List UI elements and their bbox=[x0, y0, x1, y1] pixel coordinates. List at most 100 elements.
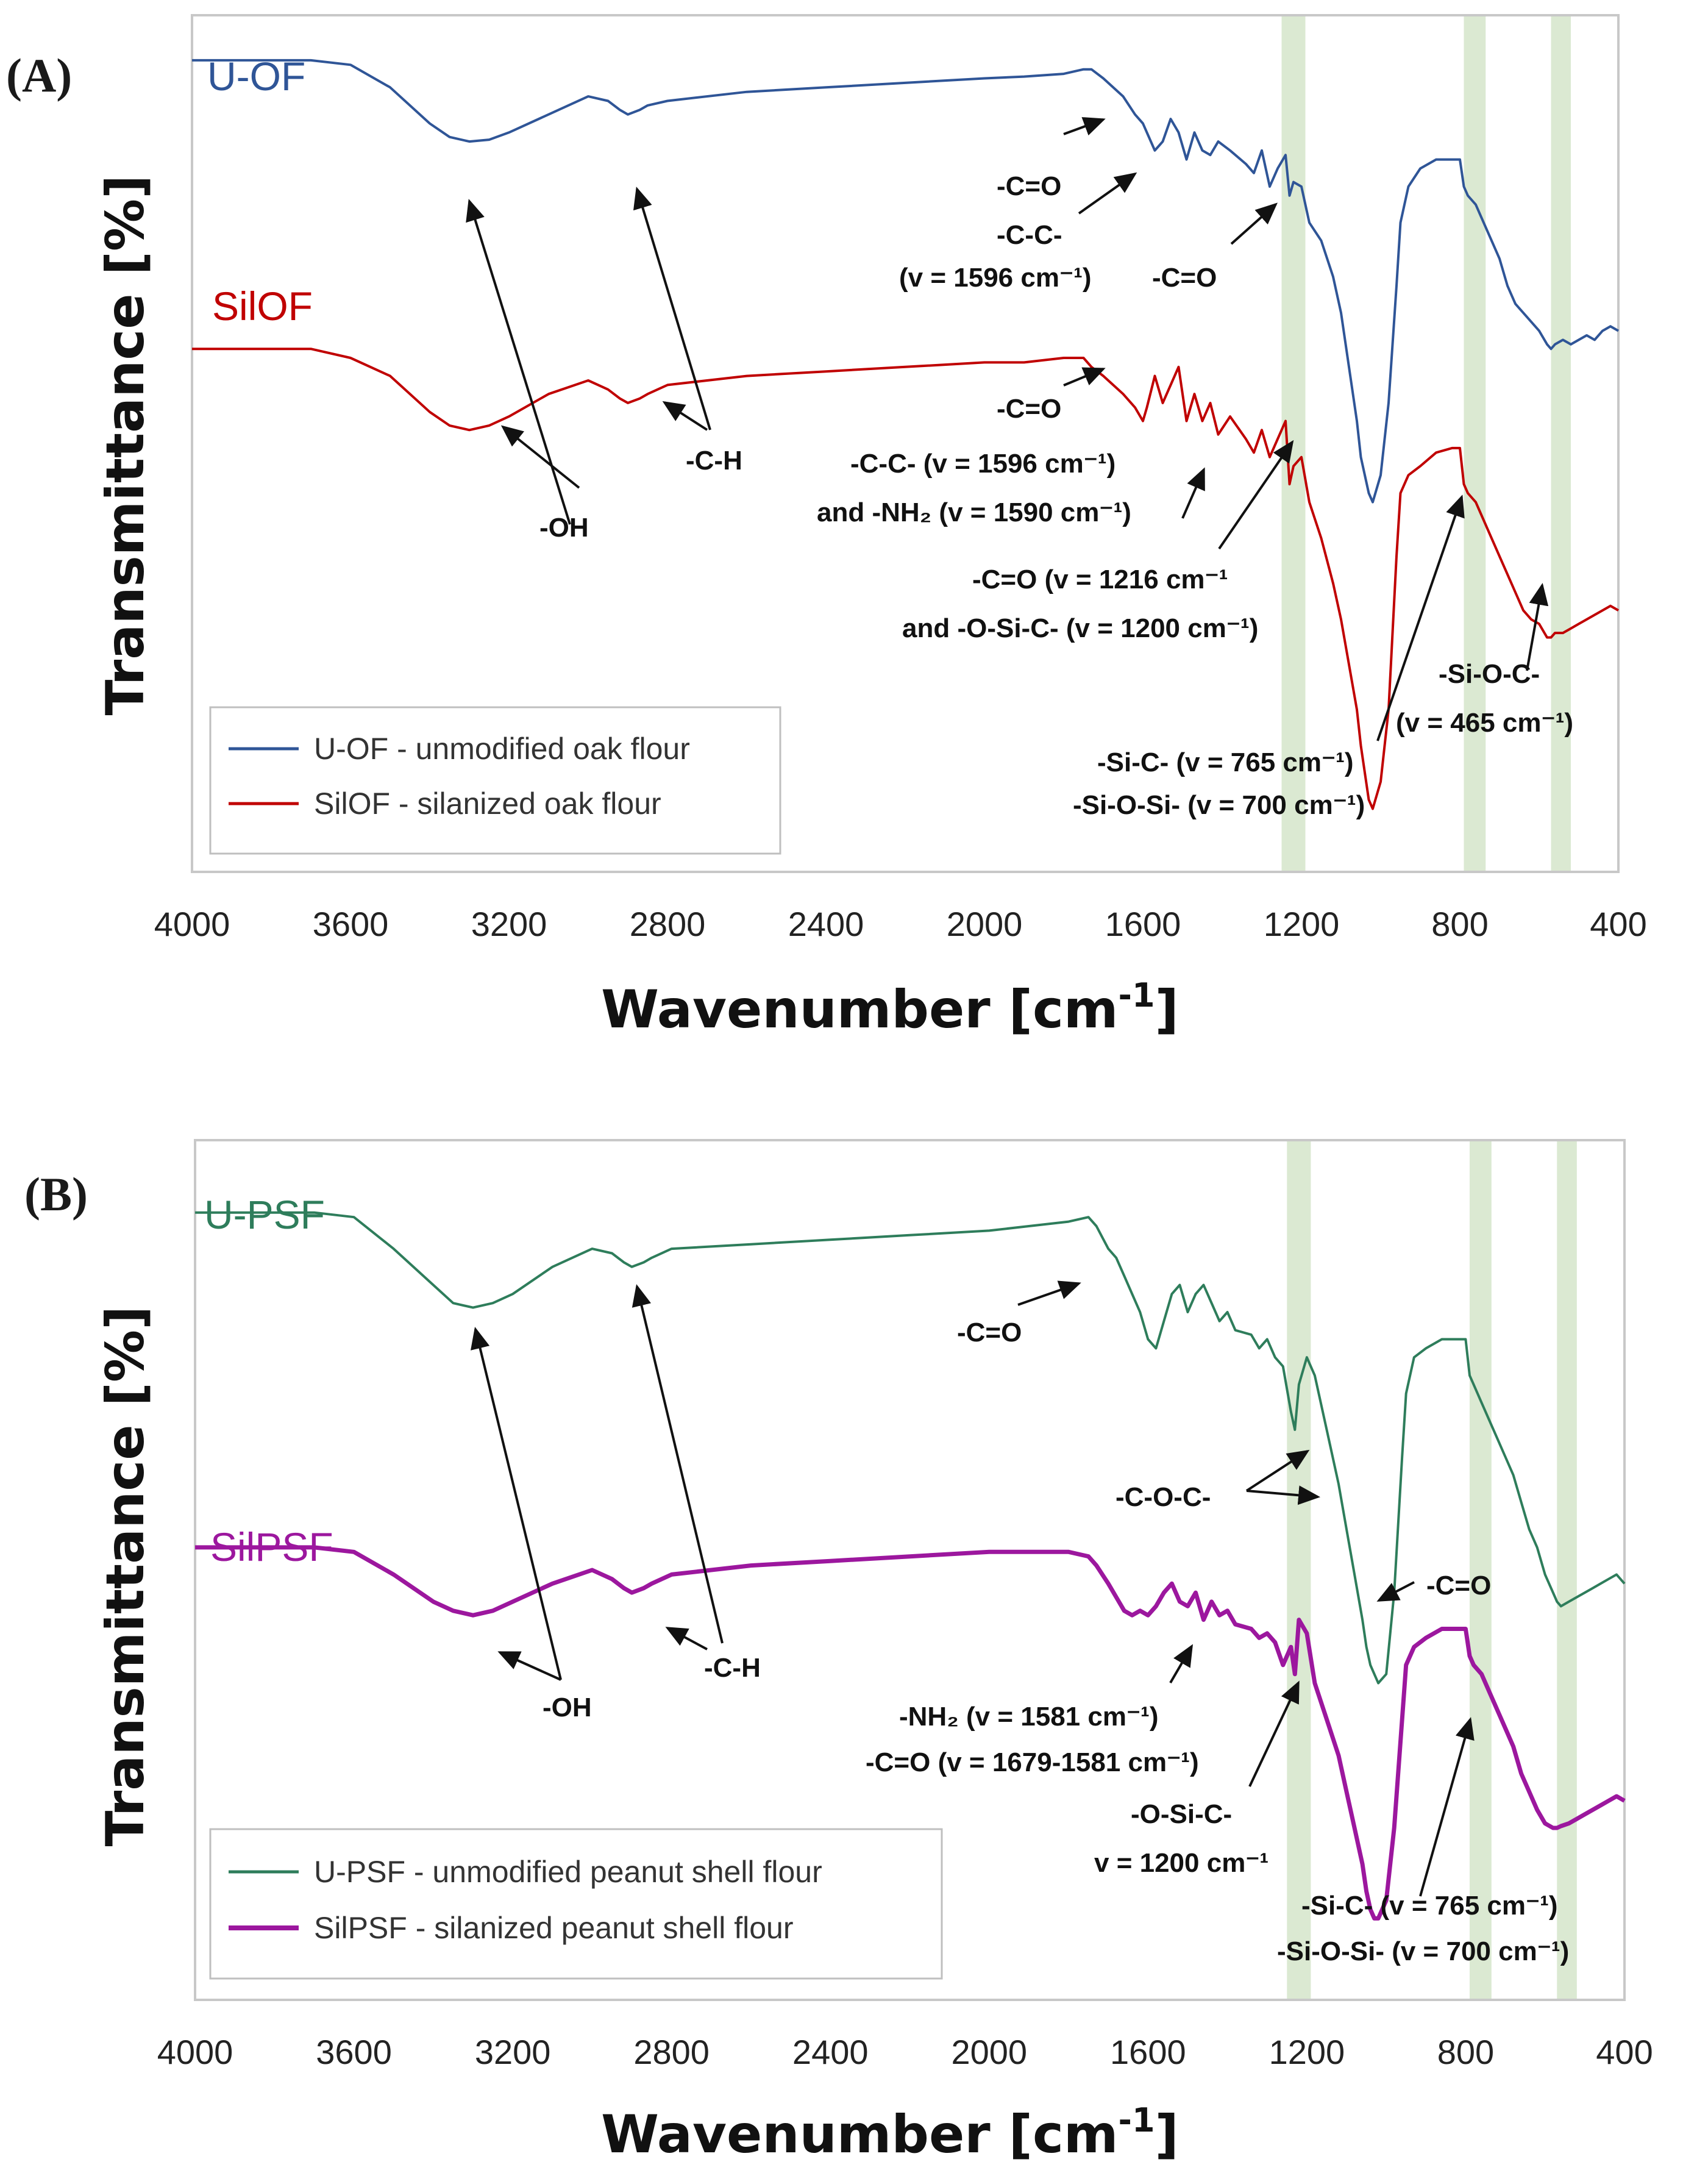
panel-b: (B) U-PSF SilPSF -C=O -C-O-C- -C=O -C-H … bbox=[24, 1139, 1653, 2165]
arrow-oh-top-b bbox=[471, 1327, 562, 1680]
highlight-band-2 bbox=[1464, 16, 1486, 871]
highlight-band-3 bbox=[1551, 16, 1571, 871]
arrow-sic-a bbox=[1376, 494, 1465, 741]
panel-b-legend bbox=[209, 1828, 943, 1980]
x-tick-label-3200: 3200 bbox=[475, 2033, 551, 2071]
anno-a4: -C=O bbox=[1152, 263, 1217, 293]
anno-b10: -Si-C- (v = 765 cm⁻¹) bbox=[1301, 1891, 1558, 1921]
panel-b-x-ticks: 4000 3600 3200 2800 2400 2000 1600 1200 800 400 bbox=[157, 2033, 1653, 2071]
arrow-cc-u bbox=[1078, 172, 1137, 215]
legend-a-entry-2: SilOF - silanized oak flour bbox=[314, 787, 661, 821]
anno-b6: -NH₂ (v = 1581 cm⁻¹) bbox=[899, 1702, 1158, 1732]
arrow-ch-bottom-b bbox=[665, 1627, 708, 1650]
anno-b7: -C=O (v = 1679-1581 cm⁻¹) bbox=[866, 1747, 1199, 1777]
panel-b-arrows bbox=[471, 1280, 1475, 1897]
x-tick-label-400: 400 bbox=[1590, 905, 1646, 943]
series-line-u-psf bbox=[195, 1211, 1626, 1685]
anno-b1: -C=O bbox=[957, 1318, 1022, 1347]
panel-a-series bbox=[192, 59, 1619, 810]
u-psf-label: U-PSF bbox=[204, 1192, 325, 1237]
x-tick-label-1600: 1600 bbox=[1105, 905, 1181, 943]
anno-b2: -C-O-C- bbox=[1115, 1482, 1211, 1512]
x-tick-label-2400: 2400 bbox=[792, 2033, 869, 2071]
anno-a2: -C-C- bbox=[997, 220, 1062, 250]
arrow-osic-b bbox=[1248, 1680, 1300, 1787]
panel-a-x-ticks: 4000 3600 3200 2800 2400 2000 1600 1200 800 400 bbox=[154, 905, 1647, 943]
x-tick-label-1200: 1200 bbox=[1269, 2033, 1345, 2071]
arrow-coc-b1 bbox=[1245, 1449, 1310, 1492]
arrow-co-u2 bbox=[1230, 202, 1278, 245]
x-tick-label-2800: 2800 bbox=[630, 905, 706, 943]
arrow-co-s2 bbox=[1218, 440, 1294, 550]
x-tick-label-800: 800 bbox=[1437, 2033, 1494, 2071]
anno-a11: -OH bbox=[539, 513, 589, 543]
arrow-oh-bottom-b bbox=[497, 1651, 561, 1681]
anno-a15: -Si-O-Si- (v = 700 cm⁻¹) bbox=[1073, 790, 1365, 820]
panel-b-y-title: Transmittance [%] bbox=[95, 1306, 156, 1847]
panel-a: (A) U-OF SilOF -C=O -C-C- (v = 1596 cm⁻¹… bbox=[6, 14, 1647, 1040]
anno-a13: (v = 465 cm⁻¹) bbox=[1396, 708, 1573, 738]
anno-b3: -C=O bbox=[1426, 1571, 1491, 1601]
highlight-band-1 bbox=[1287, 1141, 1311, 1999]
anno-a10: -C-H bbox=[686, 446, 742, 476]
x-tick-label-2000: 2000 bbox=[947, 905, 1023, 943]
anno-b4: -C-H bbox=[704, 1653, 761, 1683]
anno-b8: -O-Si-C- bbox=[1131, 1799, 1232, 1829]
anno-a8: -C=O (v = 1216 cm⁻¹ bbox=[972, 565, 1228, 594]
x-tick-label-4000: 4000 bbox=[157, 2033, 233, 2071]
x-tick-label-2400: 2400 bbox=[788, 905, 864, 943]
series-line-silpsf bbox=[195, 1545, 1626, 1921]
highlight-band-2 bbox=[1469, 1141, 1492, 1999]
arrow-cc-s bbox=[1181, 467, 1205, 519]
x-tick-label-3200: 3200 bbox=[471, 905, 547, 943]
anno-b9: v = 1200 cm⁻¹ bbox=[1094, 1848, 1268, 1878]
anno-a9: and -O-Si-C- (v = 1200 cm⁻¹) bbox=[902, 613, 1258, 643]
arrow-co-u1 bbox=[1063, 117, 1106, 136]
series-line-silof bbox=[192, 348, 1619, 810]
legend-b-entry-1: U-PSF - unmodified peanut shell flour bbox=[314, 1855, 822, 1889]
arrow-sioc-a bbox=[1526, 583, 1549, 671]
panel-b-series bbox=[195, 1211, 1626, 1921]
series-line-u-of bbox=[192, 59, 1619, 504]
arrow-ch-bottom bbox=[662, 401, 708, 431]
panel-a-arrows bbox=[466, 117, 1549, 741]
arrow-co-b1 bbox=[1017, 1280, 1081, 1306]
panel-b-x-title: Wavenumber [cm-1] bbox=[601, 2101, 1179, 2165]
anno-a7: and -NH₂ (v = 1590 cm⁻¹) bbox=[817, 498, 1131, 527]
arrow-sic-b bbox=[1419, 1717, 1475, 1897]
highlight-band-1 bbox=[1281, 16, 1306, 871]
x-tick-label-4000: 4000 bbox=[154, 905, 230, 943]
x-tick-label-1200: 1200 bbox=[1264, 905, 1340, 943]
panel-a-x-title: Wavenumber [cm-1] bbox=[601, 976, 1179, 1040]
silpsf-label: SilPSF bbox=[210, 1524, 333, 1569]
arrow-coc-b2 bbox=[1246, 1485, 1320, 1505]
x-tick-label-2800: 2800 bbox=[633, 2033, 710, 2071]
arrow-co-b2 bbox=[1376, 1581, 1415, 1602]
highlight-band-3 bbox=[1557, 1141, 1577, 1999]
panel-a-label: (A) bbox=[6, 49, 72, 102]
panel-a-y-title: Transmittance [%] bbox=[95, 175, 156, 716]
anno-a6: -C-C- (v = 1596 cm⁻¹) bbox=[850, 449, 1115, 479]
anno-a12: -Si-O-C- bbox=[1439, 659, 1540, 689]
x-tick-label-2000: 2000 bbox=[951, 2033, 1027, 2071]
anno-b11: -Si-O-Si- (v = 700 cm⁻¹) bbox=[1277, 1936, 1569, 1966]
x-tick-label-400: 400 bbox=[1596, 2033, 1653, 2071]
arrow-oh-top bbox=[466, 199, 571, 525]
anno-a14: -Si-C- (v = 765 cm⁻¹) bbox=[1097, 748, 1354, 777]
x-tick-label-3600: 3600 bbox=[313, 905, 389, 943]
arrow-oh-bottom bbox=[500, 425, 580, 489]
arrow-nh2-b bbox=[1169, 1644, 1194, 1684]
legend-a-entry-1: U-OF - unmodified oak flour bbox=[314, 732, 690, 766]
x-tick-label-800: 800 bbox=[1431, 905, 1488, 943]
silof-label: SilOF bbox=[212, 284, 313, 329]
arrow-ch-top-b bbox=[632, 1284, 724, 1644]
arrow-ch-top bbox=[633, 187, 711, 430]
x-tick-label-3600: 3600 bbox=[316, 2033, 392, 2071]
anno-a3: (v = 1596 cm⁻¹) bbox=[899, 263, 1092, 293]
anno-a5: -C=O bbox=[997, 394, 1061, 424]
anno-a1: -C=O bbox=[997, 171, 1061, 201]
panel-b-label: (B) bbox=[24, 1168, 88, 1221]
legend-b-entry-2: SilPSF - silanized peanut shell flour bbox=[314, 1911, 794, 1945]
x-tick-label-1600: 1600 bbox=[1110, 2033, 1186, 2071]
